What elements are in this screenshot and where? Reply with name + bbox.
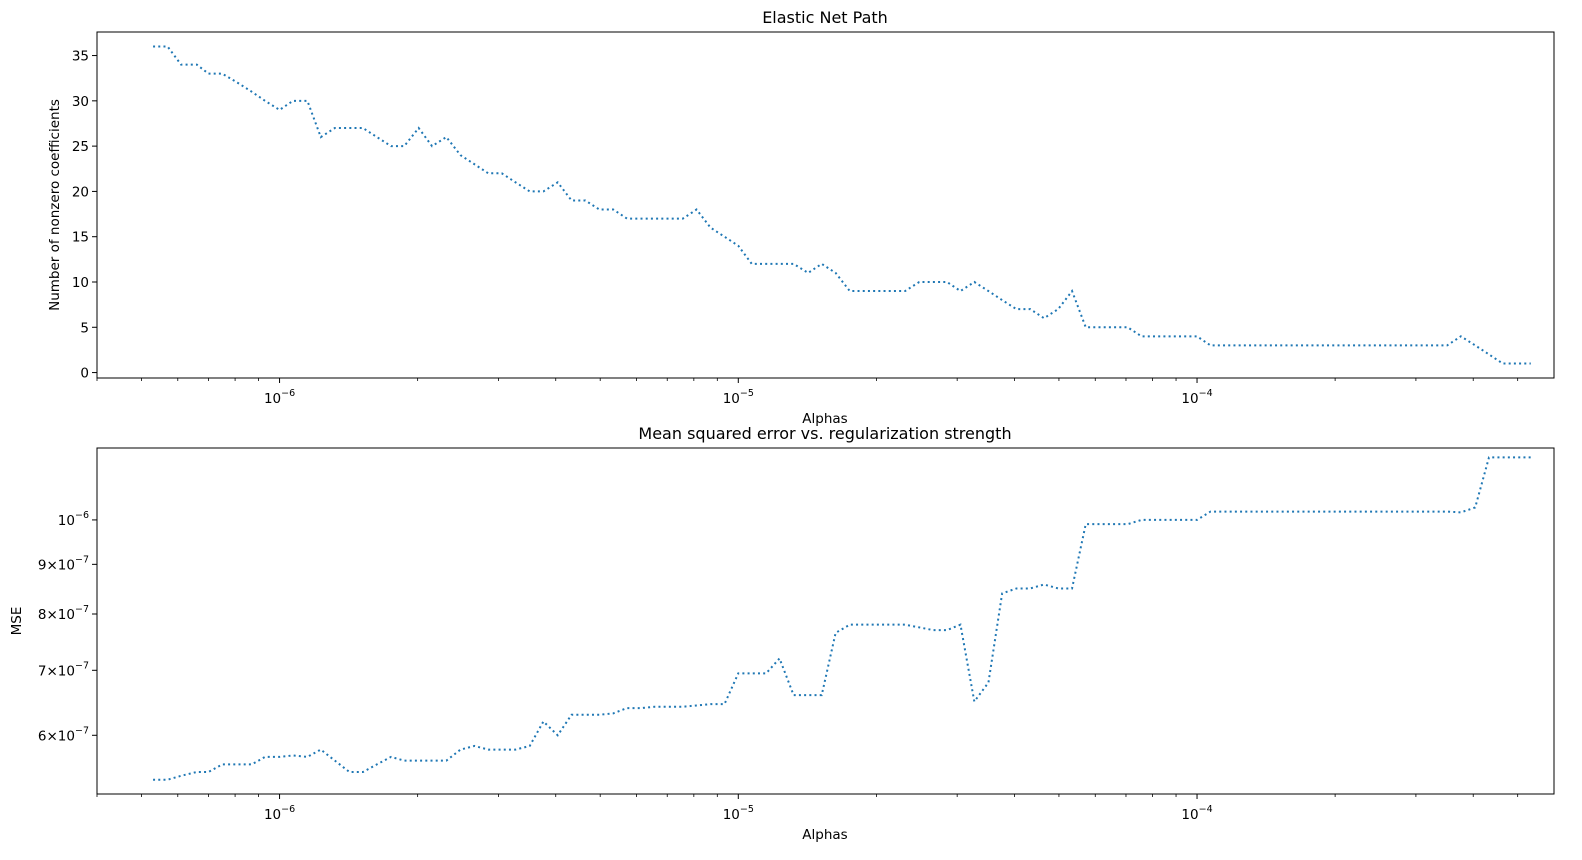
plot-area-background: [97, 32, 1554, 378]
y-tick-label: 10−6: [58, 510, 89, 529]
y-tick-exponent: −7: [75, 554, 89, 565]
x-tick-label: 10−5: [723, 804, 754, 823]
y-tick-label: 15: [72, 230, 89, 246]
y-tick-label: 10: [72, 275, 89, 291]
y-tick-mantissa: 10: [58, 513, 75, 529]
mse-panel: Mean squared error vs. regularization st…: [9, 424, 1555, 843]
x-tick-label: 10−6: [264, 804, 295, 823]
y-tick-times: ×: [46, 557, 57, 573]
x-tick-exponent: −6: [281, 804, 295, 815]
chart-title: Elastic Net Path: [762, 8, 888, 27]
y-tick-mantissa: 10: [58, 557, 75, 573]
y-tick-mantissa: 10: [58, 663, 75, 679]
y-tick-label: 30: [72, 94, 89, 110]
nonzero-coefficients-panel: Elastic Net Path Alphas Number of nonzer…: [47, 8, 1555, 427]
y-tick-exponent: −7: [75, 604, 89, 615]
y-tick-coef: 7: [38, 663, 47, 679]
series-line: [153, 456, 1531, 781]
y-tick-label: 35: [72, 49, 89, 65]
x-tick-exponent: −4: [1199, 388, 1213, 399]
y-axis-label: MSE: [9, 607, 25, 636]
chart-title: Mean squared error vs. regularization st…: [638, 424, 1011, 443]
plot-area-frame: [96, 447, 1555, 795]
x-tick-label: 10−6: [264, 388, 295, 407]
x-axis-label: Alphas: [802, 827, 847, 843]
y-tick-coef: 9: [38, 557, 47, 573]
x-tick-exponent: −5: [740, 388, 754, 399]
y-tick-exponent: −6: [75, 510, 89, 521]
y-tick-label: 6×10−7: [38, 725, 89, 744]
y-tick-label: 20: [72, 184, 89, 200]
y-tick-label: 7×10−7: [38, 660, 89, 679]
y-tick-exponent: −7: [75, 660, 89, 671]
y-tick-coef: 8: [38, 607, 47, 623]
x-tick-exponent: −5: [740, 804, 754, 815]
y-tick-times: ×: [46, 663, 57, 679]
y-tick-label: 0: [80, 366, 89, 382]
x-tick-label: 10−5: [723, 388, 754, 407]
y-tick-mantissa: 10: [58, 607, 75, 623]
x-tick-exponent: −6: [281, 388, 295, 399]
y-axis-label: Number of nonzero coefficients: [47, 99, 63, 311]
y-tick-times: ×: [46, 728, 57, 744]
y-tick-times: ×: [46, 607, 57, 623]
plot-area-frame: [96, 31, 1555, 379]
x-axis-label: Alphas: [802, 411, 847, 427]
y-tick-label: 9×10−7: [38, 554, 89, 573]
y-tick-mantissa: 10: [58, 728, 75, 744]
plot-area-background: [97, 448, 1554, 794]
x-tick-label: 10−4: [1181, 804, 1212, 823]
y-tick-exponent: −7: [75, 725, 89, 736]
x-tick-label: 10−4: [1181, 388, 1212, 407]
y-tick-coef: 6: [38, 728, 47, 744]
y-tick-label: 25: [72, 139, 89, 155]
x-tick-exponent: −4: [1199, 804, 1213, 815]
y-tick-label: 8×10−7: [38, 604, 89, 623]
y-tick-label: 5: [80, 320, 89, 336]
series-line: [153, 45, 1531, 365]
